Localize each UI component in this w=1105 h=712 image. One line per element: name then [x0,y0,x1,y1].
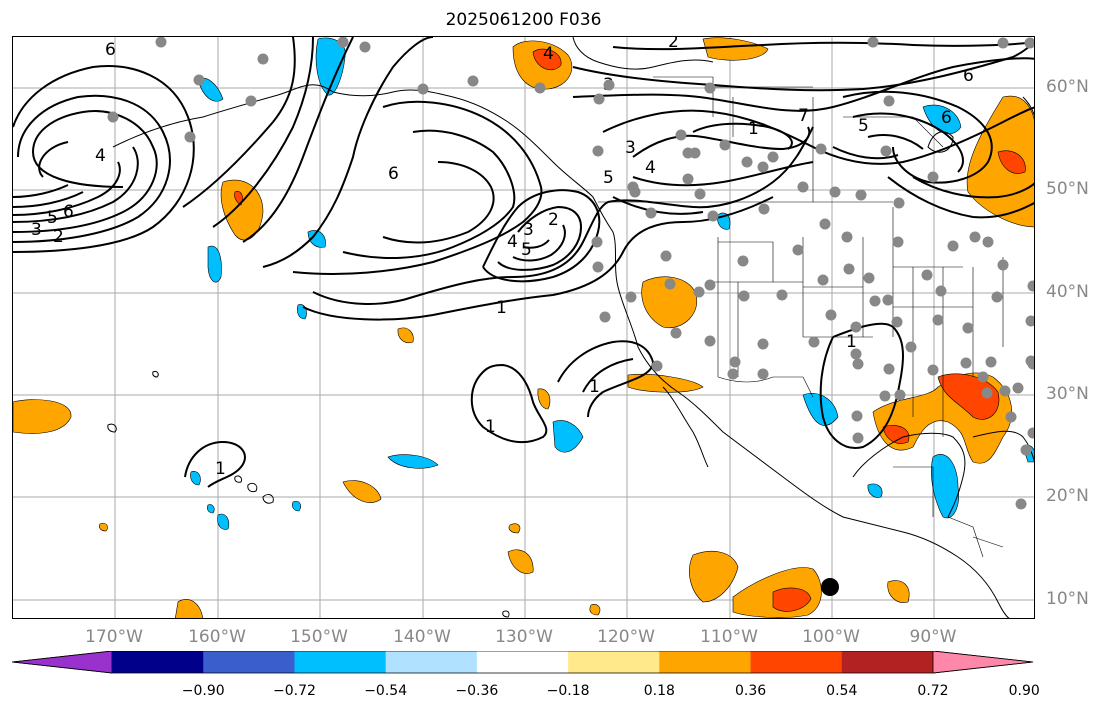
tropical-cyclone-marker [821,578,839,596]
lat-label-30n: 30°N [1046,384,1089,404]
contour-label-1-d: 1 [748,119,759,139]
colorbar-tick-label: −0.90 [181,683,225,699]
colorbar-segment [659,651,752,673]
lat-label-60n: 60°N [1046,77,1089,97]
contour-label-5-c: 5 [858,116,869,136]
contour-label-1-a: 1 [496,298,507,318]
contour-label-5-b: 5 [603,168,614,188]
colorbar-segment [476,651,569,673]
lon-label-130w: 130°W [495,627,553,647]
contour-label-7-a: 7 [798,106,809,126]
colorbar-tick-label: 0.18 [643,683,675,699]
lon-label-170w: 170°W [85,627,143,647]
lon-label-150w: 150°W [290,627,348,647]
colorbar-segment [203,651,295,673]
contour-label-2-a: 2 [548,210,559,230]
contour-label-6-a: 6 [388,164,399,184]
colorbar-tick-label: 0.72 [917,683,949,699]
positive-anomaly-fills [13,37,1034,618]
colorbar-tick-label: −0.18 [546,683,590,699]
colorbar-segment [294,651,387,673]
contour-label-4-d: 4 [95,146,106,166]
contour-label-4-a: 4 [543,44,554,64]
negative-anomaly-fills [190,37,1034,530]
lat-label-10n: 10°N [1046,589,1089,609]
contour-label-4-c: 4 [507,232,518,252]
colorbar-extend-min [12,651,113,674]
contour-label-6-d: 6 [63,202,74,222]
coastlines [107,37,1034,618]
contour-label-2-c: 2 [53,227,64,247]
map-canvas: 1 1 1 1 1 1 2 2 2 3 3 3 3 4 4 4 4 5 5 5 … [13,37,1034,618]
colorbar-tick-label: 0.54 [826,683,858,699]
contour-label-4-b: 4 [645,158,656,178]
station-markers [107,37,1034,510]
lon-label-160w: 160°W [188,627,246,647]
map-panel[interactable]: 1 1 1 1 1 1 2 2 2 3 3 3 3 4 4 4 4 5 5 5 … [12,36,1035,619]
colorbar-segment [568,651,660,673]
contour-label-6-b: 6 [963,66,974,86]
colorbar-tick-label: 0.90 [1008,683,1040,699]
political-borders [598,76,1004,558]
colorbar-extend-max [932,651,1034,674]
lon-label-100w: 100°W [802,627,860,647]
contour-label-3-c: 3 [523,220,534,240]
colorbar-segment [750,651,843,673]
contour-label-3-d: 3 [31,220,42,240]
colorbar-tick-label: 0.36 [734,683,767,699]
contour-label-2-b: 2 [668,37,679,52]
lon-label-140w: 140°W [393,627,451,647]
contour-label-1-e: 1 [846,332,857,352]
contour-label-5-d: 5 [47,208,58,228]
graticule [13,37,1034,618]
contour-lines [13,37,1034,488]
contour-label-6-c: 6 [941,108,952,128]
contour-label-1-b: 1 [485,417,496,437]
colorbar-segment [112,651,204,673]
colorbar-segment [841,651,934,673]
colorbar-tick-label: −0.54 [364,683,408,699]
map-title: 2025061200 F036 [445,10,602,30]
colorbar-tick-label: −0.36 [455,683,499,699]
lat-label-20n: 20°N [1046,486,1089,506]
contour-label-1-c: 1 [589,377,600,397]
colorbar-tick-label: −0.72 [272,683,316,699]
contour-label-3-b: 3 [625,138,636,158]
contour-label-1-f: 1 [215,459,226,479]
lat-label-40n: 40°N [1046,282,1089,302]
colorbar-segment [385,651,478,673]
lon-label-90w: 90°W [909,627,957,647]
lon-label-110w: 110°W [700,627,758,647]
contour-label-5-a: 5 [521,240,532,260]
lat-label-50n: 50°N [1046,179,1089,199]
contour-label-6-e: 6 [105,40,116,60]
lon-label-120w: 120°W [597,627,655,647]
colorbar [12,651,1034,674]
